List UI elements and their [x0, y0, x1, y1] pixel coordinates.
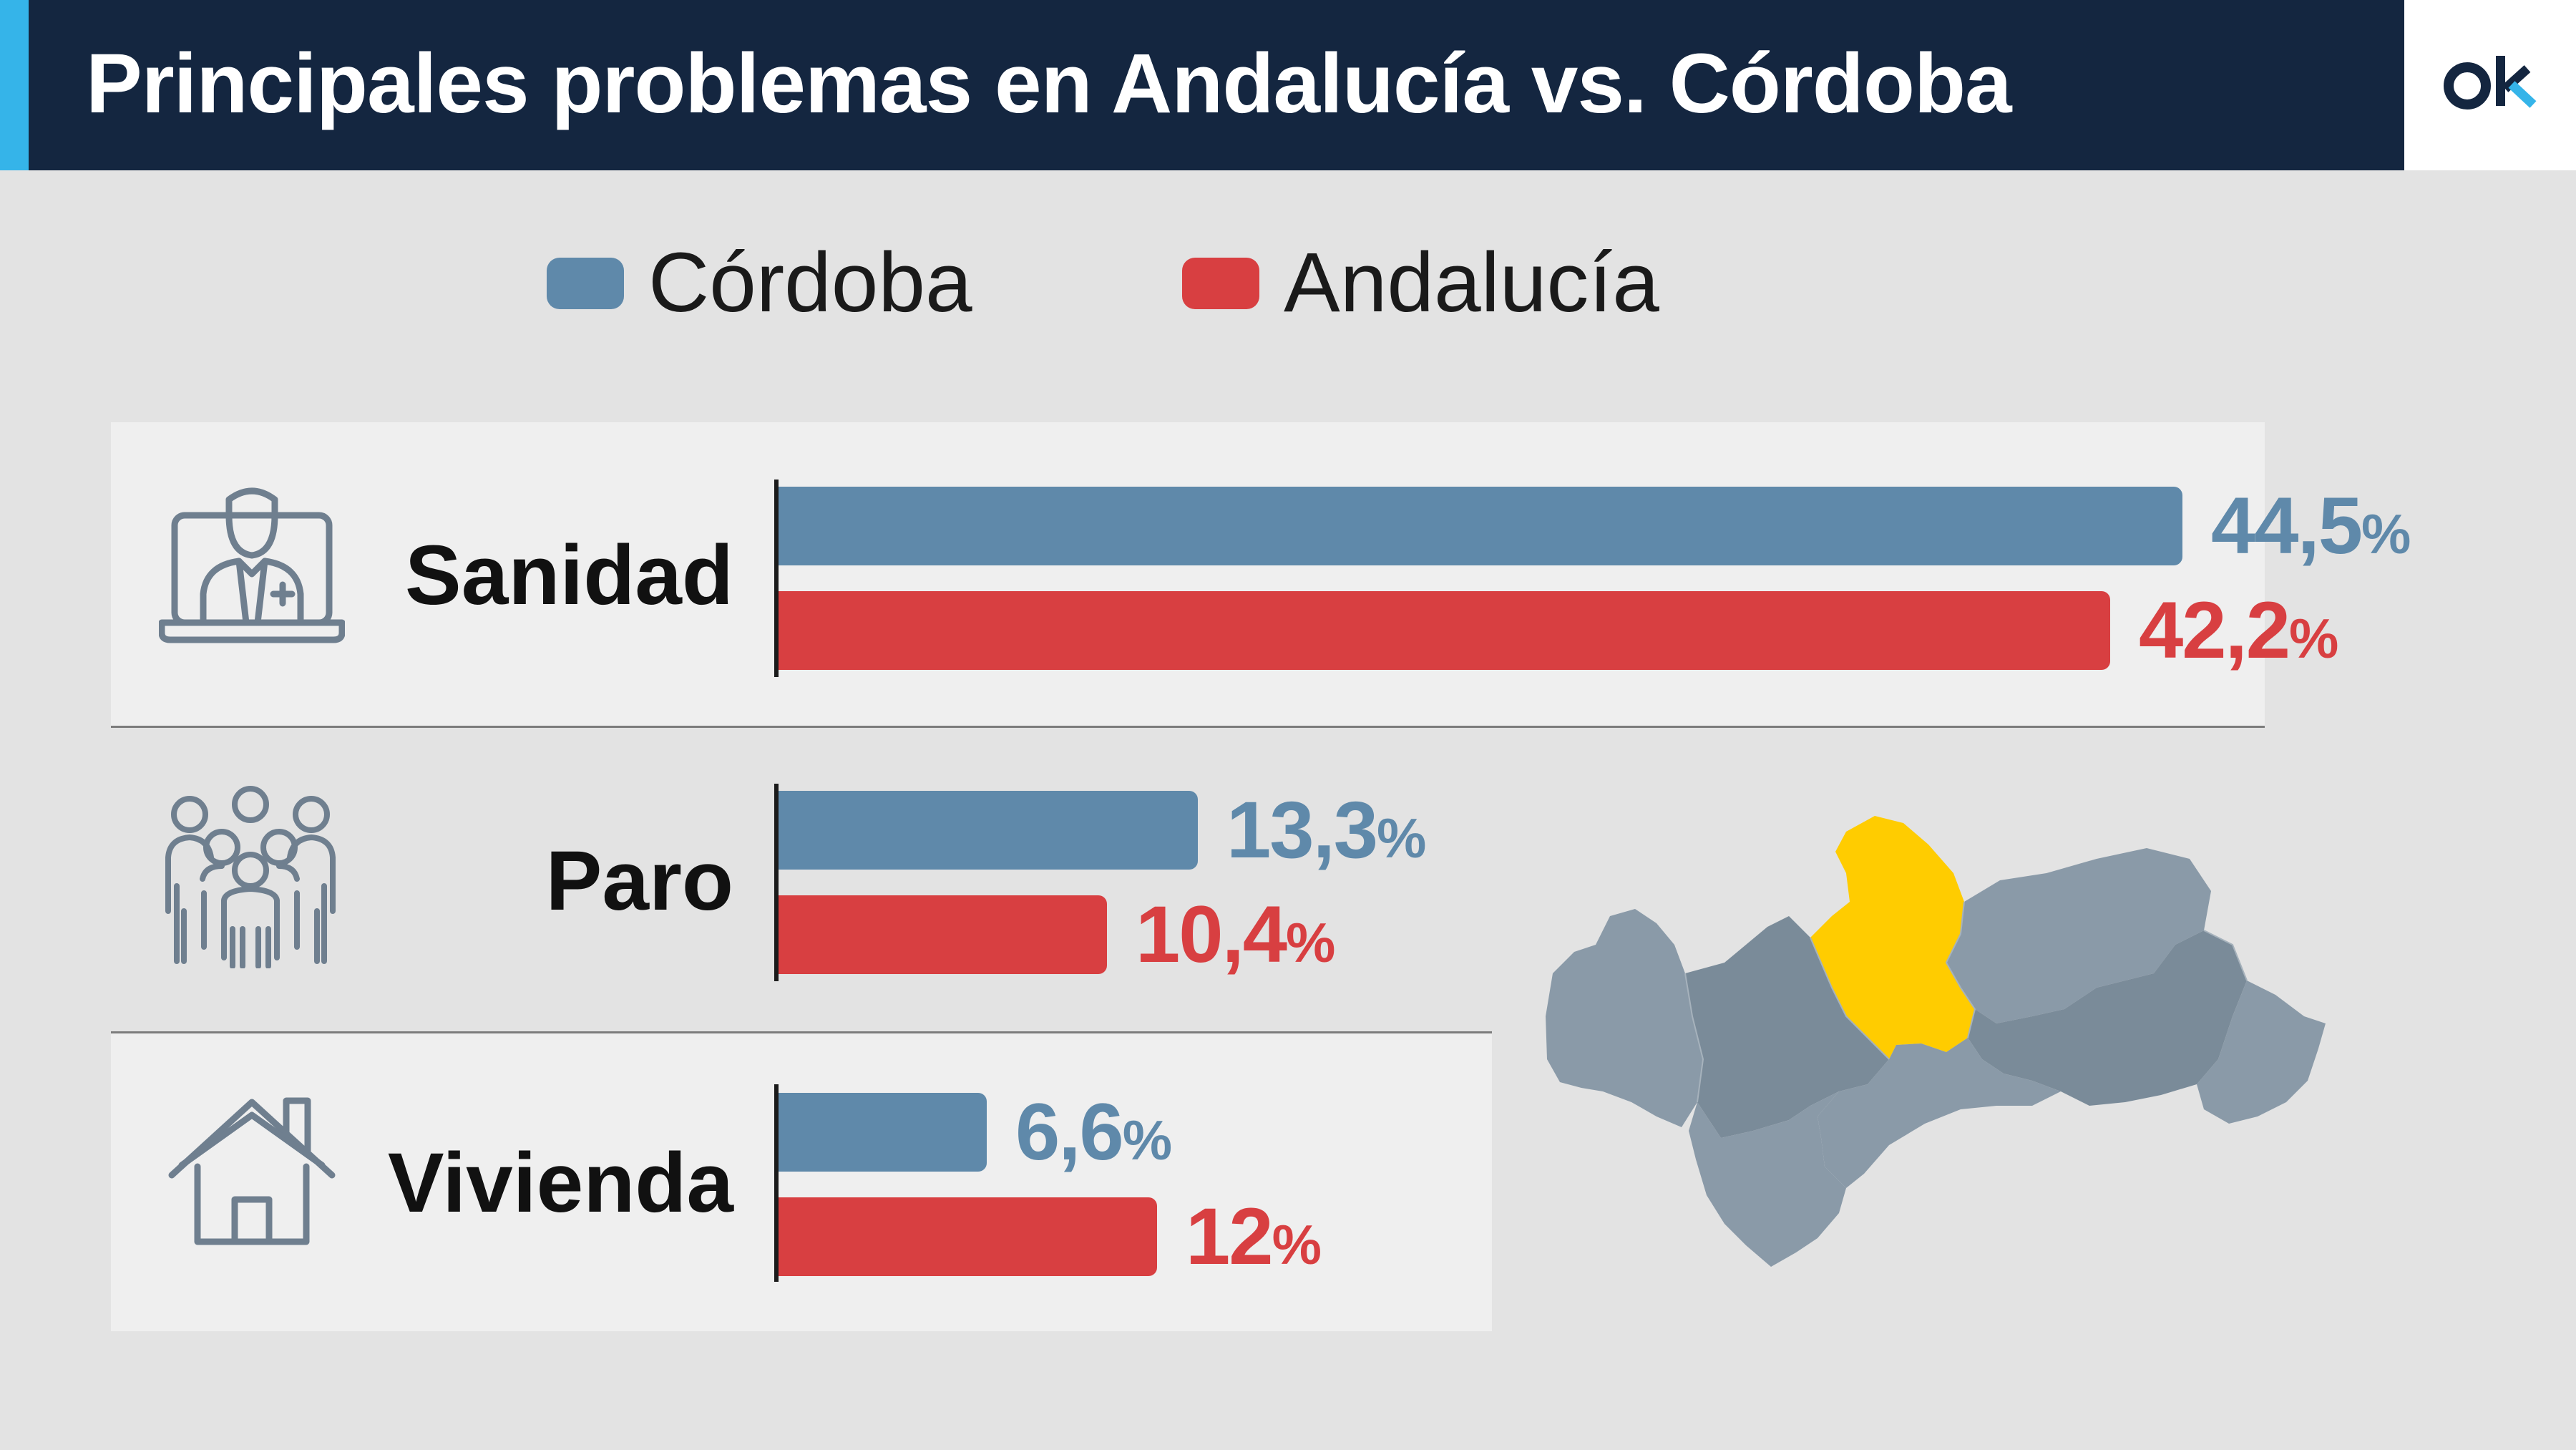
category-label-vivienda: Vivienda [387, 1136, 733, 1230]
ok-logo [2404, 0, 2576, 170]
andalucia-map [1546, 816, 2326, 1267]
row-bg-vivienda [111, 1033, 1492, 1331]
map-province-cadiz [1689, 1091, 1846, 1267]
row-bg-sanidad [111, 422, 2265, 726]
people-icon [165, 786, 336, 968]
house-icon [168, 1097, 336, 1245]
value-label-sanidad-cordoba: 44,5% [2211, 481, 2411, 570]
row-separator [111, 726, 2265, 728]
legend-swatch-andalucia [1182, 258, 1259, 309]
row-separator [111, 1031, 1492, 1033]
value-label-paro-andalucia: 10,4% [1136, 890, 1336, 979]
map-province-granada [1968, 930, 2247, 1106]
bar-sanidad-cordoba [779, 487, 2182, 565]
bar-paro-cordoba [779, 791, 1198, 870]
map-province-almeria [2197, 981, 2326, 1124]
ok-logo-icon [2444, 56, 2537, 110]
header-bar: Principales problemas en Andalucía vs. C… [0, 0, 2404, 170]
header-accent-stripe [0, 0, 29, 170]
map-province-jaen [1946, 848, 2211, 1023]
bar-paro-andalucia [779, 895, 1107, 974]
value-label-paro-cordoba: 13,3% [1226, 785, 1427, 875]
legend-label-andalucia: Andalucía [1284, 235, 1659, 330]
bar-axis-paro [774, 784, 779, 981]
row-bg-paro [111, 728, 1492, 1031]
value-label-sanidad-andalucia: 42,2% [2139, 585, 2339, 675]
chart-title: Principales problemas en Andalucía vs. C… [86, 37, 2012, 131]
bar-vivienda-cordoba [779, 1093, 987, 1172]
bar-vivienda-andalucia [779, 1197, 1157, 1276]
bar-axis-vivienda [774, 1084, 779, 1282]
bar-sanidad-andalucia [779, 591, 2110, 670]
value-label-vivienda-andalucia: 12% [1186, 1192, 1322, 1281]
legend-swatch-cordoba [547, 258, 624, 309]
value-label-vivienda-cordoba: 6,6% [1015, 1087, 1173, 1177]
category-label-sanidad: Sanidad [405, 528, 733, 623]
doctor-icon [159, 487, 345, 643]
map-province-malaga [1818, 1038, 2061, 1188]
map-province-huelva [1546, 909, 1703, 1127]
map-province-sevilla [1685, 916, 1889, 1138]
category-label-paro: Paro [545, 834, 733, 928]
bar-axis-sanidad [774, 480, 779, 677]
legend-label-cordoba: Córdoba [648, 235, 972, 330]
map-province-cordoba [1810, 816, 1975, 1059]
